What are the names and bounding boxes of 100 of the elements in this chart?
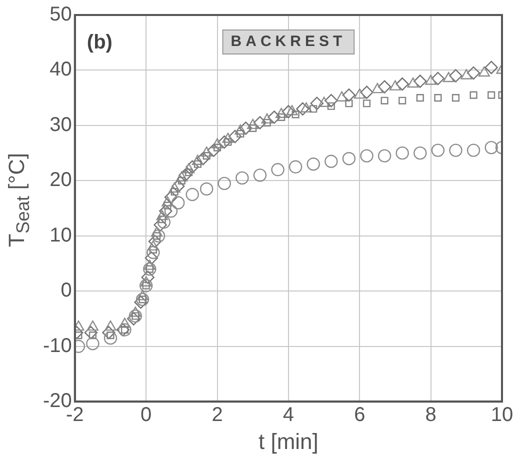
point (157, 216, 170, 229)
point (247, 118, 259, 130)
point (186, 188, 199, 202)
point (342, 88, 356, 102)
point (449, 69, 462, 82)
point (414, 74, 427, 88)
point (162, 196, 174, 206)
point (398, 96, 406, 104)
point (194, 160, 202, 168)
point (396, 77, 409, 91)
point (150, 226, 163, 237)
y-tick-label: -10 (43, 334, 72, 357)
point (127, 312, 140, 326)
point (442, 72, 454, 82)
point (324, 154, 338, 168)
point (154, 218, 167, 232)
point (282, 105, 296, 118)
y-tick-label: -20 (43, 390, 72, 412)
point (141, 270, 154, 284)
point (130, 306, 142, 317)
x-tick-label: 0 (140, 404, 152, 426)
point (488, 91, 496, 99)
x-tick-label: 10 (490, 404, 514, 426)
point (144, 251, 158, 265)
point (362, 100, 371, 108)
x-tick-label: 2 (212, 404, 223, 426)
point (336, 91, 348, 102)
point (271, 163, 284, 176)
point (170, 188, 178, 196)
point (263, 118, 271, 126)
point (136, 292, 150, 306)
point (278, 113, 286, 121)
x-tick-label: 4 (282, 404, 294, 426)
point (236, 130, 244, 138)
point (164, 202, 172, 210)
point (152, 229, 166, 243)
point (389, 80, 402, 90)
point (431, 72, 445, 86)
point (102, 326, 116, 340)
point (378, 80, 392, 94)
point (186, 160, 199, 174)
point (452, 94, 460, 102)
point (136, 290, 148, 300)
point (183, 163, 195, 174)
point (253, 116, 267, 130)
point (134, 296, 148, 309)
point (139, 279, 153, 292)
point (200, 146, 212, 157)
point (288, 160, 302, 174)
point (276, 108, 288, 118)
point (185, 168, 193, 176)
point (144, 260, 156, 270)
point (140, 276, 152, 286)
point (470, 91, 478, 99)
point (164, 190, 178, 204)
point (431, 144, 445, 157)
point (196, 152, 210, 166)
point (372, 82, 384, 94)
point (327, 102, 335, 110)
point (128, 309, 142, 323)
point (86, 320, 98, 331)
y-tick-label: 20 (50, 169, 72, 192)
point (261, 113, 273, 124)
y-tick-label: 10 (50, 224, 72, 246)
point (148, 234, 162, 248)
point (253, 168, 267, 182)
point (306, 158, 320, 171)
point (104, 331, 118, 345)
point (176, 171, 188, 182)
point (300, 102, 312, 112)
point (200, 182, 214, 196)
point (159, 204, 172, 218)
x-axis-title: t [min] (258, 428, 318, 454)
point (222, 132, 234, 143)
point (211, 138, 224, 148)
point (104, 320, 116, 331)
point (360, 86, 374, 99)
point (239, 122, 252, 135)
point (460, 69, 472, 80)
point (178, 168, 192, 182)
point (168, 182, 180, 193)
point (178, 176, 186, 184)
point (84, 326, 98, 340)
point (478, 66, 490, 77)
y-tick-label: 50 (50, 4, 72, 26)
point (156, 210, 168, 220)
point (425, 74, 437, 85)
x-tick-label: 6 (354, 404, 366, 426)
point (466, 144, 480, 157)
point (234, 124, 246, 135)
point (396, 146, 409, 160)
point (407, 77, 419, 88)
annotation: (b) (86, 32, 112, 54)
point (449, 144, 462, 157)
point (318, 96, 330, 107)
point (236, 171, 249, 185)
point (146, 246, 160, 260)
point (324, 94, 338, 108)
point (345, 100, 353, 108)
point (228, 130, 242, 144)
